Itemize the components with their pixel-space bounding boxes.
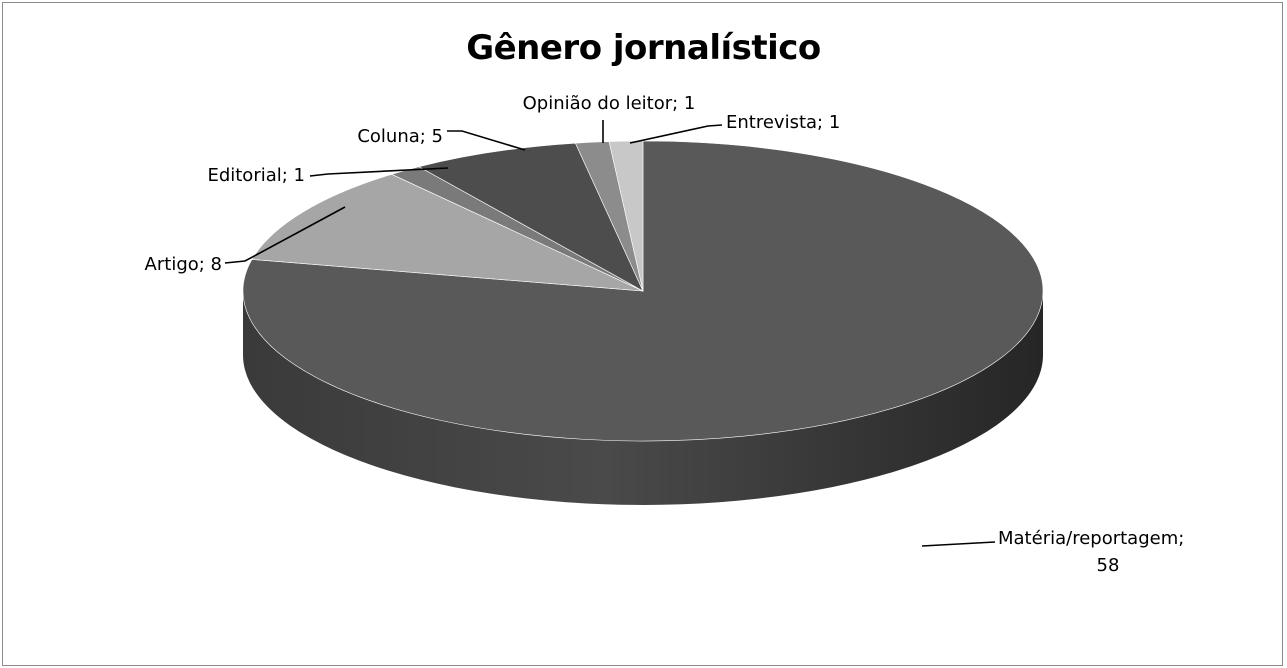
data-label-mat-ria-reportagem-value: 58	[1097, 555, 1120, 576]
slice-artigo	[251, 173, 644, 292]
data-label-coluna: Coluna; 5	[357, 126, 443, 147]
slice-side-mat-ria-reportagem	[243, 291, 1043, 505]
data-label-artigo: Artigo; 8	[145, 254, 222, 275]
chart-title: Gênero jornalístico	[466, 28, 821, 68]
leader-line-coluna	[447, 130, 526, 151]
slice-coluna	[418, 142, 644, 292]
data-label-opini-o-do-leitor: Opinião do leitor; 1	[523, 93, 696, 114]
slice-entrevista	[608, 140, 644, 292]
leader-line-artigo	[224, 206, 346, 264]
leader-line-editorial	[309, 167, 449, 177]
data-label-mat-ria-reportagem: Matéria/reportagem;	[998, 528, 1184, 549]
data-label-entrevista: Entrevista; 1	[726, 112, 840, 133]
data-label-editorial: Editorial; 1	[207, 165, 305, 186]
leader-line-entrevista	[629, 124, 723, 144]
leader-line-mat-ria-reportagem	[921, 541, 996, 547]
